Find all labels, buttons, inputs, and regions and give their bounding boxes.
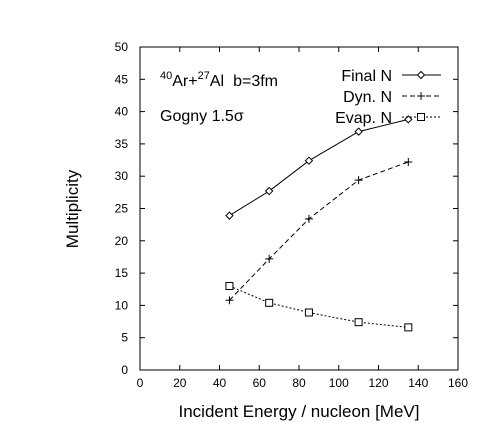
model-annotation: Gogny 1.5σ [160,108,244,125]
x-tick-label: 100 [329,376,349,390]
plot-frame [139,46,459,371]
y-tick-label: 45 [115,72,129,86]
x-tick-label: 20 [173,376,187,390]
data-point-evap-n [304,308,313,317]
data-point-evap-n [265,298,274,307]
y-tick-label: 15 [115,266,129,280]
x-tick-label: 60 [253,376,267,390]
x-tick-label: 160 [448,376,468,390]
data-point-dyn-n [404,157,413,166]
x-axis-label: Incident Energy / nucleon [MeV] [179,402,420,421]
mass-number-al: 27 [198,70,210,82]
data-point-evap-n [225,282,234,291]
mass-number-ar: 40 [160,70,172,82]
x-tick-label: 40 [213,376,227,390]
y-tick-label: 50 [115,40,129,54]
y-tick-label: 5 [121,331,128,345]
series-line-evap-n [229,285,409,328]
data-point-dyn-n [304,214,313,223]
x-tick-label: 140 [408,376,428,390]
element-ar: Ar+ [172,73,197,90]
legend-marker-dyn-n [417,92,425,100]
legend-marker-final-n [416,70,426,80]
data-point-final-n [404,115,413,124]
data-point-final-n [264,186,274,196]
x-tick-label: 0 [137,376,144,390]
legend-marker-evap-n [417,113,425,121]
y-tick-label: 35 [115,137,129,151]
legend-label-evap-n: Evap. N [335,110,392,127]
data-point-dyn-n [225,296,234,305]
data-point-dyn-n [265,254,274,263]
data-point-final-n [354,127,363,136]
series-line-dyn-n [229,161,409,301]
data-point-evap-n [354,318,363,327]
series-dyn-n [225,157,413,305]
legend-label-final-n: Final N [341,68,392,85]
legend: Final N Dyn. N Evap. N [335,68,441,127]
data-point-final-n [304,156,314,165]
data-point-final-n [225,211,234,220]
reaction-annotation: 40Ar+27Al b=3fm [160,70,278,90]
series-evap-n [225,282,413,332]
y-tick-label: 0 [121,363,128,377]
y-tick-label: 10 [115,298,129,312]
impact-parameter: b=3fm [233,73,278,90]
element-al: Al [210,73,224,90]
data-point-evap-n [404,323,413,332]
x-tick-label: 80 [292,376,306,390]
data-point-dyn-n [354,176,363,185]
series-final-n [225,115,413,220]
legend-label-dyn-n: Dyn. N [343,89,392,106]
y-tick-label: 25 [115,202,129,216]
y-tick-label: 40 [115,105,129,119]
x-tick-label: 120 [368,376,388,390]
y-tick-label: 30 [115,169,129,183]
y-tick-label: 20 [115,234,129,248]
axis-ticks: 0 20 40 60 80 100 120 140 160 0 5 10 15 20 25 30 35 40 45 5… [115,40,469,390]
series-line-final-n [229,118,409,217]
series-layer [225,115,413,332]
y-axis-label: Multiplicity [63,169,82,248]
